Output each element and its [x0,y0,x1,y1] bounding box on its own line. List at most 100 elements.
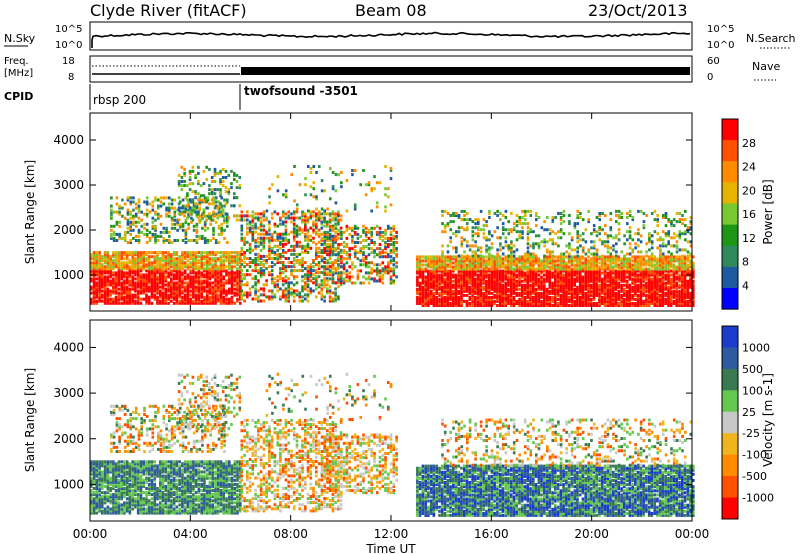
data-cell [664,269,667,273]
data-cell [667,267,670,271]
data-cell [320,216,324,220]
data-cell [496,281,499,285]
data-cell [220,232,223,236]
data-cell [636,304,640,307]
data-cell [217,241,221,244]
data-cell [183,214,186,218]
data-cell [281,279,285,283]
data-cell [106,291,110,295]
data-cell [194,176,197,179]
data-cell [164,271,168,275]
data-cell [216,267,220,271]
data-cell [103,287,107,291]
data-cell [603,291,607,295]
data-cell [507,289,510,293]
data-cell [463,261,466,265]
data-cell [326,265,329,269]
data-cell [120,301,123,305]
data-cell [243,214,246,218]
data-cell [389,249,393,253]
data-cell [284,281,288,285]
data-cell [262,271,266,275]
data-cell [270,236,274,240]
data-cell [117,275,121,279]
data-cell [559,297,563,301]
data-cell [476,293,480,297]
data-cell [545,304,549,307]
data-cell [317,246,321,250]
data-cell [181,261,184,265]
data-cell [567,297,571,301]
data-cell [200,281,203,285]
data-cell [295,281,299,285]
data-cell [188,169,192,173]
data-cell [284,230,288,234]
data-cell [239,291,242,295]
data-cell [326,247,329,251]
data-cell [438,285,441,289]
data-cell [284,257,288,260]
data-cell [589,261,593,265]
data-cell [482,295,485,299]
data-cell [634,261,637,265]
data-cell [125,265,129,269]
data-cell [112,281,115,285]
data-cell [460,257,463,261]
data-cell [120,253,123,257]
data-cell [515,273,518,277]
data-cell [239,297,242,301]
data-cell [623,261,626,265]
data-cell [589,291,593,295]
data-cell [184,220,188,224]
data-cell [518,267,521,271]
data-cell [628,257,632,261]
data-cell [131,253,134,257]
data-cell [584,291,587,295]
data-cell [98,269,101,273]
data-cell [661,277,665,281]
data-cell [570,269,574,273]
data-cell [323,279,326,283]
data-cell [446,293,449,297]
data-cell [634,255,637,259]
data-cell [189,275,192,279]
data-cell [631,277,634,281]
data-cell [367,228,371,232]
data-cell [449,257,452,261]
data-cell [315,283,318,287]
data-cell [194,271,198,275]
data-cell [375,279,379,283]
data-cell [115,210,119,214]
data-cell [661,257,665,261]
data-cell [545,279,549,283]
data-cell [556,257,560,261]
data-cell [167,283,170,287]
data-cell [287,216,290,220]
data-cell [170,257,173,261]
data-cell [554,283,557,287]
data-cell [454,291,458,295]
data-cell [589,299,593,303]
data-cell [573,293,576,297]
data-cell [504,257,507,261]
data-cell [375,263,379,267]
data-cell [509,302,513,305]
data-cell [214,251,217,255]
data-cell [259,267,263,271]
data-cell [273,263,277,267]
data-cell [95,287,99,291]
data-cell [545,259,549,263]
data-cell [612,291,615,295]
data-cell [306,216,310,220]
data-cell [248,230,252,234]
data-cell [117,283,121,287]
data-cell [194,253,198,257]
data-cell [248,222,252,226]
data-cell [650,279,654,283]
data-cell [518,255,521,259]
data-cell [205,291,209,295]
data-cell [184,241,188,244]
data-cell [471,269,474,273]
data-cell [172,259,176,263]
data-cell [167,275,170,279]
